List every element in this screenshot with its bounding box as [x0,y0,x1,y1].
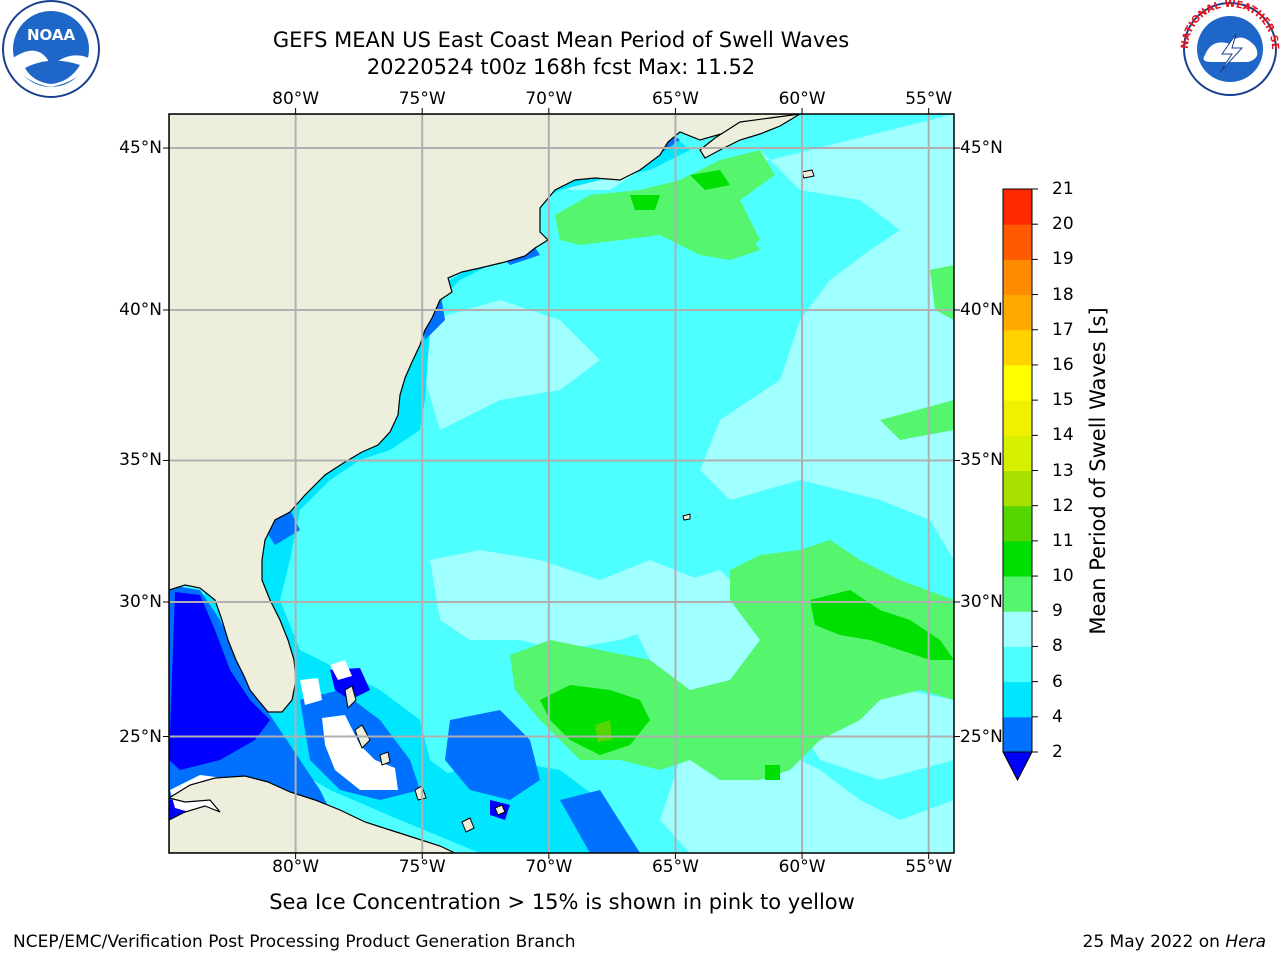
lon-label-bottom: 80°W [272,857,320,877]
lon-label-bottom: 60°W [778,857,826,877]
lon-label-top: 65°W [651,89,699,109]
colorbar-tick-label: 21 [1052,179,1074,199]
lon-label-top: 80°W [272,89,320,109]
colorbar-tick-label: 18 [1052,284,1074,305]
colorbar-tick-label: 19 [1052,249,1074,270]
land-bahamas [344,169,815,833]
lon-label-top: 55°W [905,89,953,109]
colorbar-tick-label: 8 [1052,636,1063,657]
chart-subtitle: 20220524 t00z 168h fcst Max: 11.52 [366,55,756,79]
lat-label-left: 25°N [119,726,162,747]
footer-host: Hera [1225,932,1266,952]
lat-label-right: 30°N [960,591,1003,612]
colorbar-tick-label: 16 [1052,354,1074,375]
colorbar-label: Mean Period of Swell Waves [s] [1086,307,1110,635]
lat-label-right: 45°N [960,138,1003,159]
lat-label-right: 25°N [960,726,1003,747]
colorbar-tick-label: 12 [1052,495,1074,516]
colorbar-tick-label: 10 [1052,566,1074,587]
lon-label-bottom: 55°W [905,857,953,877]
colorbar-tick-label: 17 [1052,319,1074,340]
colorbar-tick-label: 2 [1052,742,1063,762]
lat-label-left: 45°N [119,138,162,159]
footer-date-text: 25 May 2022 on [1082,932,1220,952]
lat-label-left: 35°N [119,450,162,471]
colorbar-tick-label: 11 [1052,530,1074,551]
colorbar-tick-label: 15 [1052,390,1074,411]
footer-credit: NCEP/EMC/Verification Post Processing Pr… [13,932,576,952]
lat-label-right: 35°N [960,450,1003,471]
lon-label-top: 75°W [398,89,446,109]
land-north-america [169,114,801,713]
colorbar-tick-label: 6 [1052,671,1063,692]
colorbar-tick-label: 14 [1052,425,1074,446]
map-ticks [163,108,960,859]
colorbar-tick-label: 4 [1052,706,1063,727]
map-graticule [169,114,954,853]
footer-date: 25 May 2022 on Hera [1083,932,1267,952]
lat-label-left: 30°N [119,591,162,612]
lon-label-bottom: 75°W [398,857,446,877]
colorbar-tick-label: 9 [1052,601,1063,622]
lat-label-left: 40°N [119,299,162,320]
lat-label-right: 40°N [960,299,1003,320]
lon-label-bottom: 70°W [525,857,573,877]
lon-label-bottom: 65°W [651,857,699,877]
colorbar-tick-label: 20 [1052,214,1074,235]
colorbar-tick-label: 13 [1052,460,1074,481]
chart-title: GEFS MEAN US East Coast Mean Period of S… [272,28,850,52]
lon-label-top: 60°W [778,89,826,109]
land-nova-scotia [699,114,801,159]
lon-label-top: 70°W [525,89,573,109]
land-cuba [169,775,456,853]
sea-ice-note: Sea Ice Concentration > 15% is shown in … [269,890,855,914]
map-frame [168,113,955,854]
